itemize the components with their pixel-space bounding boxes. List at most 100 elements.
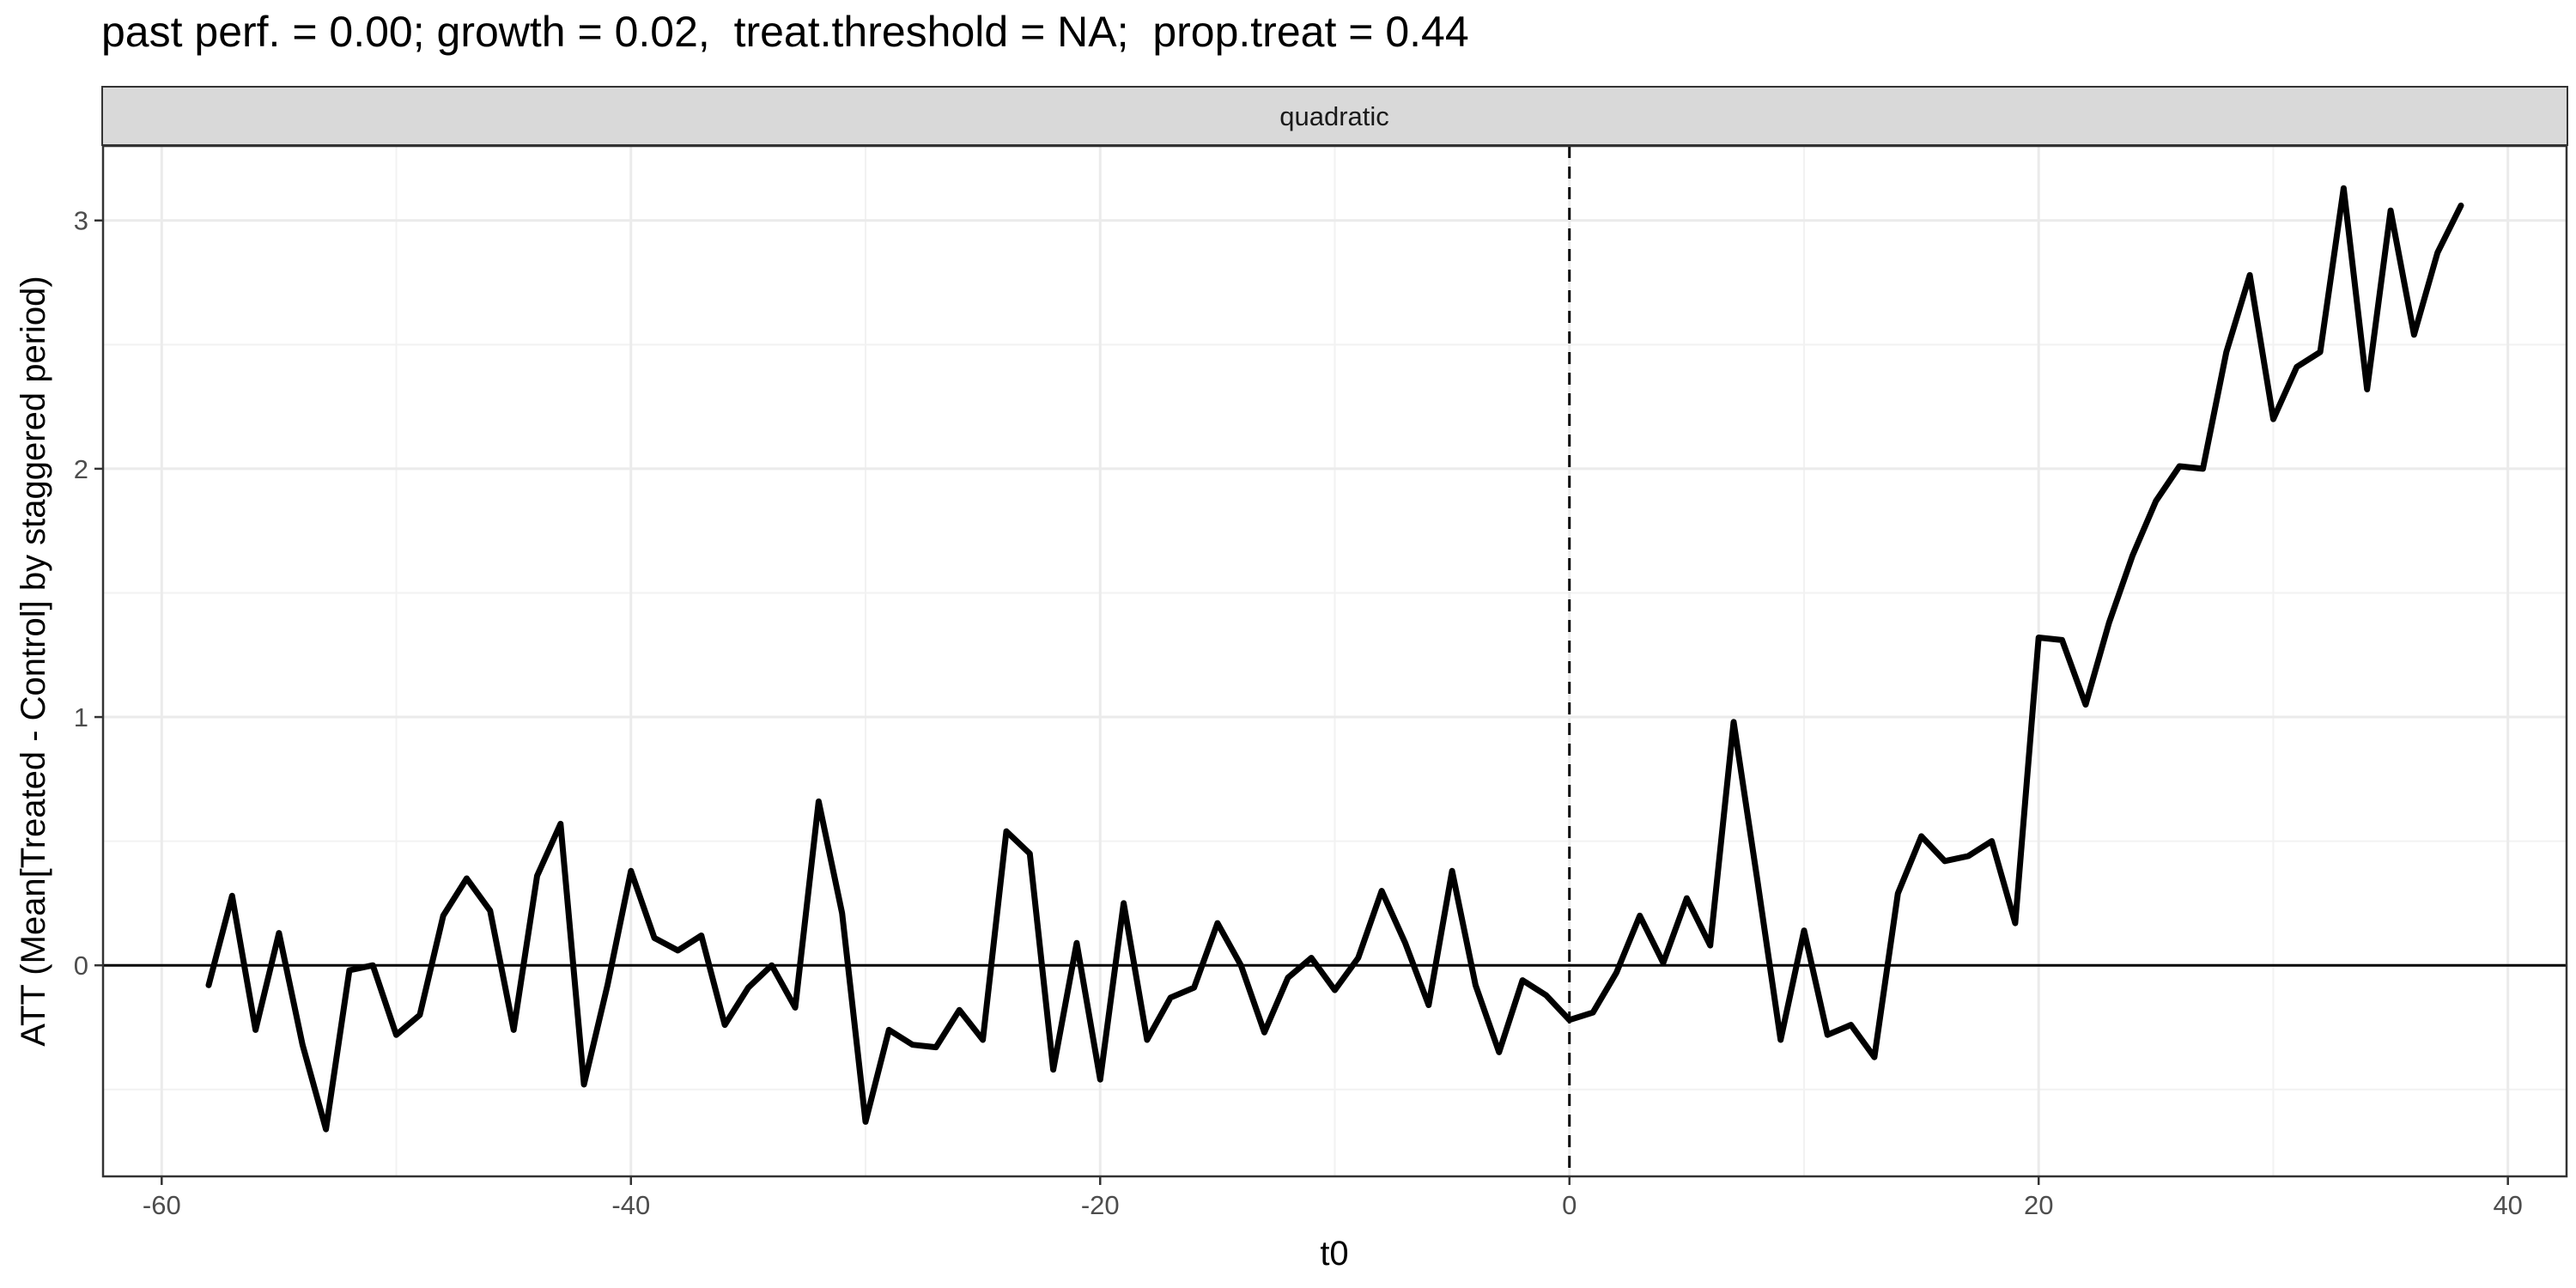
data-point [465, 877, 468, 880]
data-point [2225, 350, 2228, 354]
data-point [1638, 914, 1642, 917]
facet-strip [101, 86, 2568, 146]
data-point [934, 1046, 938, 1049]
data-point [301, 1043, 304, 1047]
data-point [2436, 251, 2439, 254]
y-axis-title: ATT (Mean[Treated - Control] by staggere… [15, 276, 52, 1046]
data-point [536, 874, 538, 878]
x-axis-ticks: -60 -40 -20 0 20 40 [143, 1176, 2523, 1220]
data-point [277, 932, 281, 935]
data-point [395, 1033, 398, 1036]
data-point [2014, 921, 2017, 925]
data-point [1263, 1030, 1266, 1034]
data-point [1755, 877, 1759, 880]
facet-strip-label: quadratic [1279, 101, 1389, 131]
data-point [2154, 500, 2158, 502]
data-point [582, 1083, 586, 1086]
data-point [512, 1028, 515, 1031]
data-point [2061, 638, 2063, 641]
data-point [1896, 891, 1899, 895]
data-point [254, 1028, 258, 1031]
panel-border [101, 144, 2568, 1178]
data-point [2084, 703, 2087, 707]
minor-gridlines [103, 146, 2567, 1176]
x-tick-label: 20 [2024, 1190, 2053, 1220]
data-point [2412, 333, 2415, 337]
y-tick-label: 1 [74, 702, 88, 732]
x-tick-label: 40 [2493, 1190, 2522, 1220]
data-point [1122, 902, 1126, 905]
data-point [1145, 1038, 1149, 1042]
data-point [2131, 554, 2134, 557]
data-point [1709, 944, 1712, 947]
data-point [1473, 983, 1477, 987]
data-point [1732, 720, 1735, 724]
y-tick-label: 3 [74, 206, 88, 236]
data-point [2037, 636, 2040, 639]
data-point [1052, 1068, 1055, 1072]
data-point [606, 983, 609, 987]
data-point [1334, 988, 1336, 992]
data-point [1169, 996, 1172, 999]
data-point [770, 963, 774, 967]
data-point [1521, 979, 1524, 982]
data-point [559, 822, 562, 825]
data-point [2248, 273, 2251, 276]
data-point [1920, 835, 1923, 838]
data-point [2272, 417, 2275, 421]
data-points [207, 186, 2463, 1131]
data-point [1943, 860, 1947, 863]
data-point [2459, 204, 2463, 207]
data-point [1685, 896, 1688, 900]
data-point [1286, 976, 1290, 980]
data-point [981, 1038, 985, 1042]
data-point [1427, 1004, 1431, 1006]
data-point [489, 909, 492, 913]
data-point [1990, 840, 1994, 843]
data-point [1380, 890, 1383, 892]
x-tick-label: -40 [611, 1190, 650, 1220]
data-point [1662, 961, 1665, 964]
data-point [2318, 350, 2322, 354]
data-point [793, 1005, 797, 1009]
data-point [325, 1127, 328, 1131]
data-point [1779, 1038, 1783, 1042]
data-point [1239, 963, 1242, 967]
data-point [1614, 971, 1618, 975]
data-point [1357, 957, 1360, 959]
y-tick-label: 0 [74, 951, 88, 981]
data-point [2178, 465, 2181, 468]
data-point [1966, 854, 1970, 858]
y-tick-label: 2 [74, 454, 88, 484]
x-tick-label: -60 [143, 1190, 181, 1220]
x-axis-title: t0 [1320, 1235, 1348, 1273]
data-point [1498, 1050, 1501, 1054]
data-point [746, 986, 750, 989]
data-point [1826, 1033, 1829, 1036]
data-point [207, 983, 210, 987]
data-point [629, 869, 633, 872]
data-point [1193, 986, 1196, 989]
data-point [2366, 387, 2369, 391]
data-point [2295, 365, 2299, 368]
data-point [2389, 209, 2392, 212]
data-point [1802, 929, 1806, 933]
data-point [418, 1013, 422, 1017]
x-tick-label: 0 [1562, 1190, 1577, 1220]
data-point [1075, 941, 1078, 945]
data-point [1568, 1018, 1571, 1022]
data-point [1309, 957, 1313, 959]
data-point [1544, 993, 1547, 997]
data-point [1216, 921, 1219, 925]
data-point [1098, 1078, 1102, 1081]
data-point [700, 934, 703, 937]
data-point [887, 1028, 890, 1031]
data-point [957, 1008, 961, 1012]
data-point [230, 894, 234, 897]
data-point [2202, 467, 2204, 471]
data-point [911, 1043, 914, 1047]
data-point [2107, 621, 2111, 624]
data-point [1028, 852, 1031, 855]
data-point [817, 799, 820, 803]
